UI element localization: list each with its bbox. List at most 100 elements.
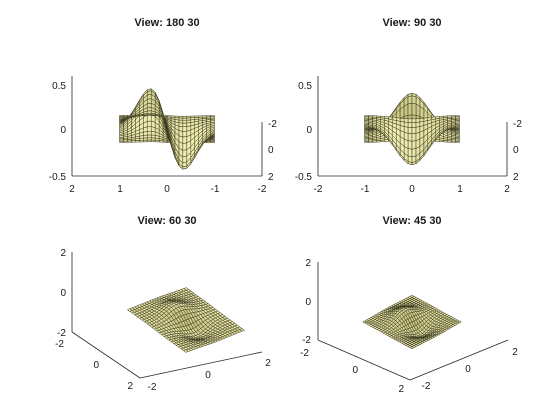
tick-label: -0.5 xyxy=(295,172,313,183)
depth-ticks: -2 0 2 xyxy=(513,119,522,183)
tick-label: 2 xyxy=(504,184,510,195)
surface-patch xyxy=(162,114,168,117)
surface-patch xyxy=(455,115,460,118)
right-ticks: -2 0 2 xyxy=(148,358,272,393)
surface-patch xyxy=(411,140,417,150)
tick-label: -2 xyxy=(268,119,277,130)
surface-patch xyxy=(372,115,377,118)
surface-patch xyxy=(154,114,160,116)
tick-label: -2 xyxy=(314,184,323,195)
surface-patch xyxy=(139,114,144,116)
tick-label: 0 xyxy=(268,145,274,156)
surface-layer xyxy=(127,287,245,353)
surface-patch xyxy=(178,117,184,121)
surface-patch xyxy=(415,131,421,141)
surface-patch xyxy=(190,115,195,119)
tick-label: -2 xyxy=(148,382,157,393)
vertical-ticks: -2 0 2 xyxy=(302,258,311,346)
surface-patch xyxy=(419,117,425,123)
surface-patch xyxy=(202,115,207,118)
right-axis-line xyxy=(139,351,263,379)
surface-patch xyxy=(183,287,189,291)
tick-label: 0 xyxy=(306,125,312,136)
surface-layer xyxy=(364,93,460,165)
surface-patch xyxy=(403,131,409,141)
surface-patch xyxy=(443,115,448,118)
tick-label: -2 xyxy=(57,328,66,339)
surface-patch xyxy=(182,119,188,124)
surface-patch xyxy=(395,117,401,122)
surface-patch xyxy=(143,114,148,116)
tick-label: 0 xyxy=(409,184,415,195)
surface-patch xyxy=(146,126,152,132)
tick-label: 2 xyxy=(127,381,133,392)
surface-patch xyxy=(198,115,203,118)
surface-patch xyxy=(411,122,417,128)
surface-patch xyxy=(194,115,199,118)
surface-patch xyxy=(186,115,192,119)
tick-label: -1 xyxy=(211,184,220,195)
surface-patch xyxy=(411,102,417,116)
surface-patch xyxy=(146,120,152,128)
surface-patch xyxy=(403,121,409,128)
surface-patch xyxy=(451,115,456,118)
tick-label: 2 xyxy=(265,358,271,369)
tick-label: 0 xyxy=(305,297,311,308)
tick-label: 0 xyxy=(205,370,211,381)
surface-patch xyxy=(407,126,413,134)
surface-patch xyxy=(127,114,132,117)
surface-patch xyxy=(415,126,421,134)
tick-label: 0.5 xyxy=(298,81,312,92)
tick-label: 2 xyxy=(60,248,66,259)
tick-label: -1 xyxy=(361,184,370,195)
tick-label: 1 xyxy=(457,184,463,195)
surface-patch xyxy=(146,137,152,141)
surface-patch xyxy=(150,114,156,116)
surface-patch xyxy=(146,98,152,105)
tick-label: -2 xyxy=(513,119,522,130)
surface-patch xyxy=(182,115,188,119)
surface-patch xyxy=(182,136,188,144)
surface-patch xyxy=(407,140,413,150)
tick-label: -0.5 xyxy=(49,172,67,183)
surface-patch xyxy=(407,95,413,105)
tick-label: 0 xyxy=(93,360,99,371)
surface-patch xyxy=(182,149,188,158)
surface-patch xyxy=(146,134,152,139)
surface-patch xyxy=(403,118,409,123)
surface-patch xyxy=(415,103,421,117)
depth-ticks: -2 0 2 xyxy=(268,119,277,183)
tick-label: 2 xyxy=(305,258,311,269)
horizontal-ticks: -2 -1 0 1 2 xyxy=(314,184,511,195)
surface-patch xyxy=(170,115,176,118)
surface-patch xyxy=(178,125,184,132)
tick-label: 0 xyxy=(513,145,519,156)
surface-layer xyxy=(362,294,462,350)
surface-patch xyxy=(411,148,417,158)
tick-label: 2 xyxy=(268,172,274,183)
surface-patch xyxy=(407,118,413,123)
surface-patch xyxy=(146,114,152,122)
surface-patch xyxy=(182,126,188,132)
surface-patch xyxy=(123,115,128,117)
surface-patch xyxy=(411,95,417,105)
surface-patch xyxy=(415,121,421,128)
surface-patch xyxy=(206,115,211,118)
tick-label: -2 xyxy=(258,184,267,195)
tick-label: 0 xyxy=(60,288,66,299)
surface-patch xyxy=(178,119,184,124)
subplot-view-60-30: View: 60 30 -2 0 2 -2 0 2 -2 0 2 xyxy=(55,215,271,393)
surface-patch xyxy=(178,122,184,128)
surface-patch xyxy=(182,122,188,128)
subplot-title: View: 180 30 xyxy=(134,17,199,29)
surface-patch xyxy=(407,102,413,116)
right-ticks: -2 0 2 xyxy=(422,347,519,392)
horizontal-ticks: 2 1 0 -1 -2 xyxy=(69,184,267,195)
surface-patch xyxy=(409,294,415,298)
subplot-title: View: 45 30 xyxy=(382,215,441,227)
surface-patch xyxy=(146,107,152,112)
subplot-view-45-30: View: 45 30 -2 0 2 -2 0 2 -2 0 2 xyxy=(300,215,518,395)
surface-patch xyxy=(146,114,152,116)
subplot-view-90-30: View: 90 30 -0.5 0 0.5 -2 -1 0 1 2 -2 0 … xyxy=(295,17,523,195)
